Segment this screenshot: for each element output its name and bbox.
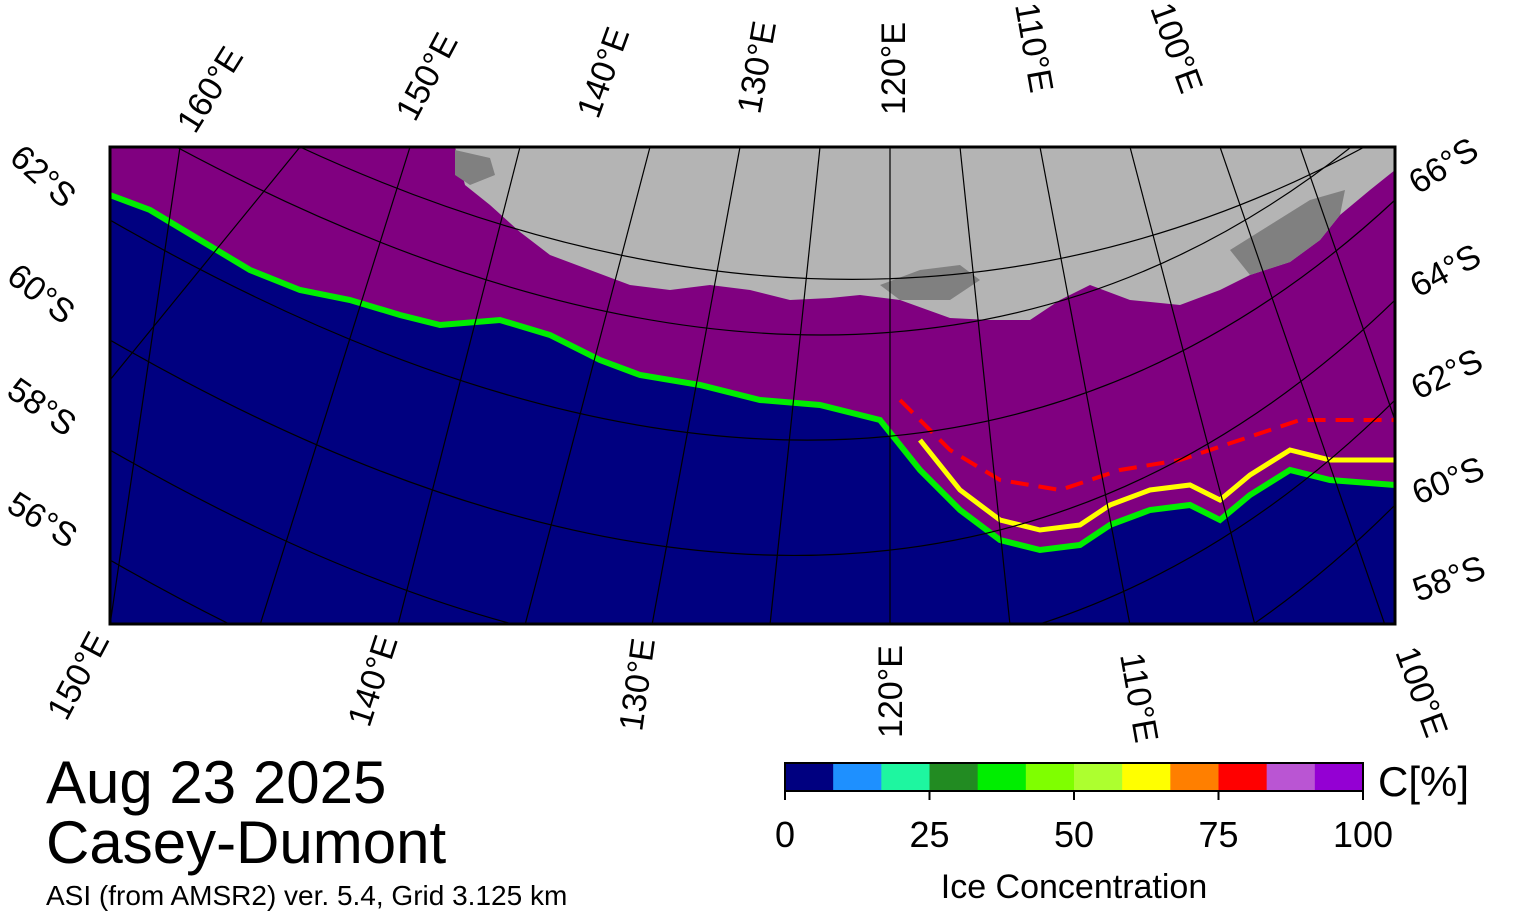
graticule-meridians [110, 147, 1395, 624]
land-area [455, 147, 1395, 320]
top-lon-label: 100°E [1142, 0, 1210, 98]
bottom-lon-label: 150°E [40, 626, 117, 726]
colorbar-tick-label: 50 [1053, 814, 1095, 855]
ice-edge-red [898, 398, 1395, 493]
colorbar-unit: C[%] [1378, 758, 1470, 805]
colorbar-swatch [929, 763, 979, 791]
colorbar-swatch [1025, 763, 1075, 791]
bottom-lon-label: 110°E [1112, 650, 1165, 746]
top-lon-label: 120°E [875, 22, 913, 115]
colorbar-swatch [785, 763, 834, 791]
colorbar-swatch [977, 763, 1027, 791]
right-lat-label: 58°S [1408, 548, 1491, 609]
top-lon-label: 160°E [170, 40, 252, 139]
product-info: ASI (from AMSR2) ver. 5.4, Grid 3.125 km [46, 880, 568, 911]
map-date: Aug 23 2025 [46, 749, 387, 816]
graticule-parallels [110, 147, 1395, 624]
right-lat-label: 66°S [1402, 130, 1485, 201]
colorbar-swatch [1266, 763, 1316, 791]
colorbar-title: Ice Concentration [940, 868, 1208, 906]
right-lat-label: 62°S [1405, 341, 1488, 407]
colorbar-tick-label: 25 [909, 814, 950, 855]
colorbar-swatch [881, 763, 930, 791]
bottom-lon-label: 140°E [341, 631, 406, 731]
colorbar-swatch [833, 763, 882, 791]
top-lon-label: 140°E [570, 22, 638, 122]
colorbar-swatch [1170, 763, 1219, 791]
bottom-lon-label: 100°E [1387, 642, 1455, 742]
map-frame [108, 145, 1397, 626]
ice-edge-inner [918, 438, 1395, 533]
right-lat-label: 60°S [1407, 449, 1490, 512]
left-lat-label: 58°S [0, 370, 82, 444]
ice-shelf-area [880, 190, 1345, 300]
colorbar [785, 763, 1364, 791]
top-lon-label: 130°E [730, 18, 784, 116]
colorbar-tick-label: 0 [774, 814, 796, 855]
right-lat-label: 64°S [1404, 237, 1487, 305]
top-lon-label: 110°E [1007, 0, 1060, 95]
ice-shelf-area-2 [455, 150, 495, 185]
left-lat-label: 60°S [0, 256, 82, 332]
colorbar-swatch [1218, 763, 1268, 791]
colorbar-tick-label: 100 [1332, 814, 1394, 855]
ice-edge-outer [110, 192, 1395, 554]
bottom-lon-label: 120°E [872, 645, 910, 738]
region-name: Casey-Dumont [46, 809, 447, 876]
colorbar-swatch [1122, 763, 1171, 791]
colorbar-tick-label: 75 [1198, 814, 1239, 855]
left-lat-label: 56°S [1, 485, 84, 556]
colorbar-swatch [1074, 763, 1123, 791]
colorbar-tick-marks [784, 791, 1364, 800]
left-lat-label: 62°S [3, 138, 83, 216]
bottom-lon-label: 130°E [612, 636, 663, 733]
colorbar-swatch [1314, 763, 1364, 791]
top-lon-label: 150°E [389, 27, 466, 127]
